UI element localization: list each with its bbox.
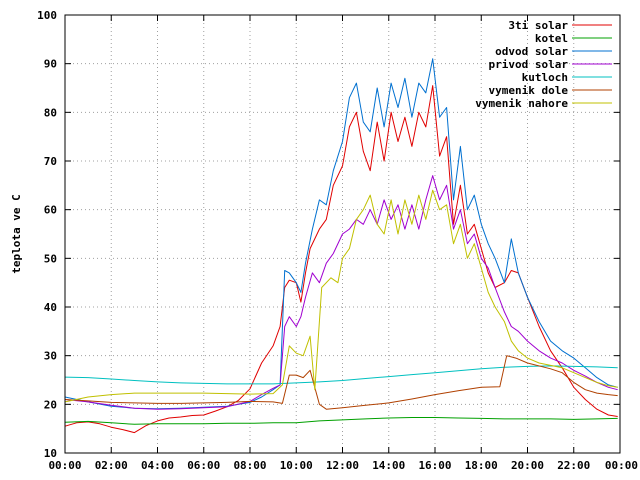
y-tick-label: 30: [44, 350, 57, 363]
series-layer: [64, 58, 618, 434]
series-line-3ti-solar: [64, 85, 618, 434]
x-tick-label: 18:00: [465, 459, 498, 472]
legend-label: kotel: [535, 32, 568, 45]
series-line-vymenik-nahore: [64, 189, 618, 403]
ticks: [64, 14, 621, 454]
y-tick-label: 80: [44, 106, 57, 119]
legend-label: 3ti solar: [508, 19, 568, 32]
series-line-odvod-solar: [64, 58, 618, 410]
x-tick-label: 00:00: [605, 459, 638, 472]
y-tick-label: 50: [44, 252, 57, 265]
series-line-kutloch: [64, 365, 618, 385]
x-tick-label: 04:00: [141, 459, 174, 472]
y-tick-label: 10: [44, 447, 57, 460]
legend-label: kutloch: [522, 71, 568, 84]
legend-label: privod solar: [489, 58, 569, 71]
legend-label: odvod solar: [495, 45, 568, 58]
y-tick-label: 20: [44, 398, 57, 411]
x-tick-label: 00:00: [48, 459, 81, 472]
x-tick-label: 12:00: [326, 459, 359, 472]
x-tick-label: 20:00: [511, 459, 544, 472]
series-line-privod-solar: [64, 175, 618, 410]
tick-labels: 10 20 30 40 50 60 70 80 90 100 00:00 02:00 04:00 06:0…: [37, 9, 638, 472]
x-tick-label: 16:00: [418, 459, 451, 472]
y-tick-label: 70: [44, 155, 57, 168]
x-tick-label: 06:00: [187, 459, 220, 472]
y-axis-label: teplota ve C: [10, 194, 23, 273]
x-tick-label: 10:00: [280, 459, 313, 472]
x-tick-label: 14:00: [372, 459, 405, 472]
x-tick-label: 08:00: [233, 459, 266, 472]
legend-label: vymenik nahore: [475, 97, 568, 110]
x-tick-label: 02:00: [95, 459, 128, 472]
series-line-kotel: [64, 417, 618, 425]
legend-label: vymenik dole: [489, 84, 569, 97]
series-line-vymenik-dole: [64, 355, 618, 410]
y-tick-label: 60: [44, 204, 57, 217]
y-tick-label: 90: [44, 58, 57, 71]
y-tick-label: 40: [44, 301, 57, 314]
grid: [65, 15, 620, 453]
y-tick-label: 100: [37, 9, 57, 22]
x-tick-label: 22:00: [557, 459, 590, 472]
